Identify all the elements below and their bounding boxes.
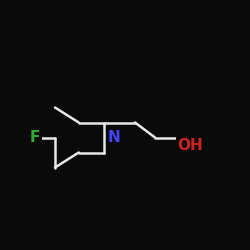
Text: F: F [30, 130, 40, 145]
Text: OH: OH [177, 138, 203, 152]
Text: N: N [108, 130, 120, 145]
